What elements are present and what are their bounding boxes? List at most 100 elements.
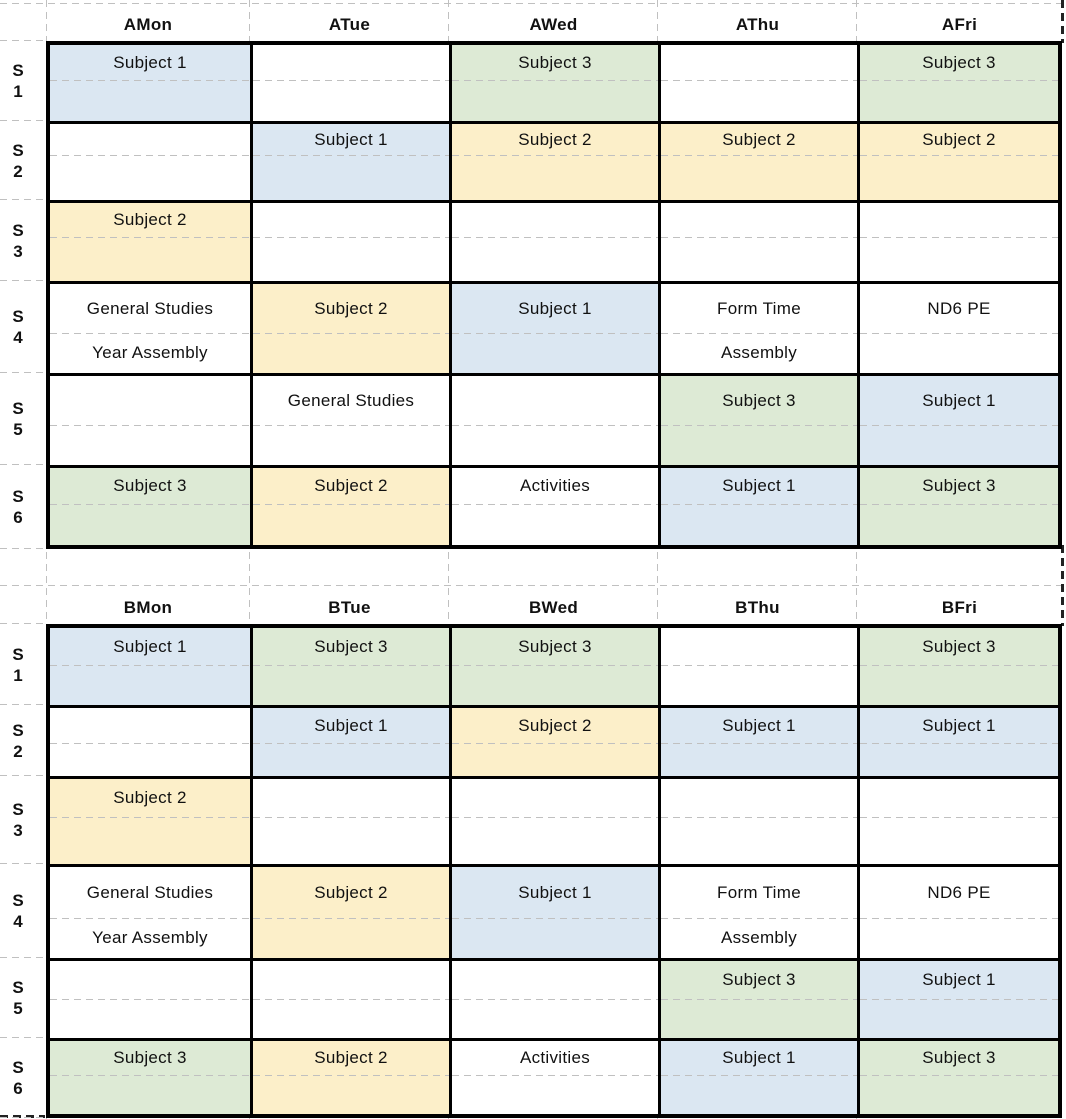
cell-text-line (253, 203, 449, 237)
cell-text-line: Subject 2 (722, 129, 796, 149)
day-header-bmon[interactable]: BMon (123, 598, 173, 617)
cell-awed-s4[interactable]: Subject 1 (449, 281, 658, 373)
cell-btue-s1[interactable]: Subject 3 (250, 624, 449, 705)
cell-bthu-s2[interactable]: Subject 1 (658, 705, 857, 776)
cell-athu-s5[interactable]: Subject 3 (658, 373, 857, 465)
cell-awed-s3[interactable] (449, 200, 658, 281)
cell-btue-s6[interactable]: Subject 2 (250, 1038, 449, 1118)
cell-athu-s1[interactable] (658, 41, 857, 121)
day-header-afri[interactable]: AFri (941, 15, 978, 34)
cell-bthu-s5[interactable]: Subject 3 (658, 958, 857, 1038)
cell-bwed-s6[interactable]: Activities (449, 1038, 658, 1118)
cell-text-line: Subject 1 (722, 476, 796, 495)
cell-atue-s3[interactable] (250, 200, 449, 281)
cell-bfri-s5[interactable]: Subject 1 (857, 958, 1062, 1038)
cell-btue-s3[interactable] (250, 776, 449, 864)
cell-bmon-s6[interactable]: Subject 3 (46, 1038, 250, 1118)
cell-atue-s1[interactable] (250, 41, 449, 121)
cell-atue-s2[interactable]: Subject 1 (250, 121, 449, 200)
period-label-line: S (12, 1058, 24, 1077)
cell-bfri-s3[interactable] (857, 776, 1062, 864)
day-header-awed[interactable]: AWed (529, 15, 578, 34)
period-label-line: S (12, 487, 24, 506)
cell-bmon-s2[interactable] (46, 705, 250, 776)
cell-btue-s4[interactable]: Subject 2 (250, 864, 449, 958)
cell-afri-s2[interactable]: Subject 2 (857, 121, 1062, 200)
cell-awed-s6[interactable]: Activities (449, 465, 658, 549)
cell-bwed-s5[interactable] (449, 958, 658, 1038)
cell-bmon-s4[interactable]: General Studies Year Assembly (46, 864, 250, 958)
cell-text-line: Subject 1 (922, 715, 996, 735)
day-header-bwed[interactable]: BWed (528, 598, 579, 617)
gridline-vertical (448, 0, 449, 1119)
cell-atue-s6[interactable]: Subject 2 (250, 465, 449, 549)
corner-cell-week-b[interactable] (0, 583, 46, 624)
cell-bfri-s1[interactable]: Subject 3 (857, 624, 1062, 705)
cell-bfri-s6[interactable]: Subject 3 (857, 1038, 1062, 1118)
cell-athu-s4[interactable]: Form Time Assembly (658, 281, 857, 373)
cell-text-line: General Studies (86, 882, 214, 902)
cell-atue-s5[interactable]: General Studies (250, 373, 449, 465)
cell-amon-s1[interactable]: Subject 1 (46, 41, 250, 121)
cell-bthu-s6[interactable]: Subject 1 (658, 1038, 857, 1118)
cell-athu-s3[interactable] (658, 200, 857, 281)
cell-awed-s1[interactable]: Subject 3 (449, 41, 658, 121)
cell-amon-s4[interactable]: General Studies Year Assembly (46, 281, 250, 373)
cell-afri-s3[interactable] (857, 200, 1062, 281)
cell-bthu-s4[interactable]: Form Time Assembly (658, 864, 857, 958)
day-header-bthu[interactable]: BThu (735, 598, 780, 617)
period-label-line: S (12, 891, 24, 910)
cell-bmon-s3[interactable]: Subject 2 (46, 776, 250, 864)
period-label-line: 6 (13, 508, 23, 527)
cell-bwed-s3[interactable] (449, 776, 658, 864)
cell-athu-s2[interactable]: Subject 2 (658, 121, 857, 200)
cell-amon-s6[interactable]: Subject 3 (46, 465, 250, 549)
cell-afri-s6[interactable]: Subject 3 (857, 465, 1062, 549)
cell-afri-s5[interactable]: Subject 1 (857, 373, 1062, 465)
day-header-bfri[interactable]: BFri (941, 598, 978, 617)
cell-afri-s1[interactable]: Subject 3 (857, 41, 1062, 121)
cell-amon-s2[interactable] (46, 121, 250, 200)
period-label-line: S (12, 307, 24, 326)
cell-awed-s5[interactable] (449, 373, 658, 465)
cell-awed-s2[interactable]: Subject 2 (449, 121, 658, 200)
day-header-athu[interactable]: AThu (735, 15, 780, 34)
cell-bwed-s2[interactable]: Subject 2 (449, 705, 658, 776)
cell-bfri-s4[interactable]: ND6 PE (857, 864, 1062, 958)
cell-athu-s6[interactable]: Subject 1 (658, 465, 857, 549)
day-header-amon[interactable]: AMon (123, 15, 173, 34)
cell-bfri-s2[interactable]: Subject 1 (857, 705, 1062, 776)
period-label-line: 4 (13, 328, 23, 347)
cell-amon-s5[interactable] (46, 373, 250, 465)
cell-btue-s2[interactable]: Subject 1 (250, 705, 449, 776)
cell-bthu-s3[interactable] (658, 776, 857, 864)
cell-bmon-s5[interactable] (46, 958, 250, 1038)
cell-bthu-s1[interactable] (658, 624, 857, 705)
cell-amon-s3[interactable]: Subject 2 (46, 200, 250, 281)
cell-bwed-s1[interactable]: Subject 3 (449, 624, 658, 705)
corner-cell-week-a[interactable] (0, 0, 46, 41)
cell-btue-s5[interactable] (250, 958, 449, 1038)
cell-text-line: Subject 1 (922, 390, 996, 410)
cell-text-line: Subject 2 (314, 476, 388, 495)
day-header-btue[interactable]: BTue (328, 598, 371, 617)
cell-bmon-s1[interactable]: Subject 1 (46, 624, 250, 705)
cell-text-line: Subject 3 (518, 636, 592, 656)
cell-bwed-s4[interactable]: Subject 1 (449, 864, 658, 958)
cell-atue-s4[interactable]: Subject 2 (250, 281, 449, 373)
cell-text-line: Subject 1 (722, 715, 796, 735)
day-header-atue[interactable]: ATue (328, 15, 371, 34)
cell-afri-s4[interactable]: ND6 PE (857, 281, 1062, 373)
